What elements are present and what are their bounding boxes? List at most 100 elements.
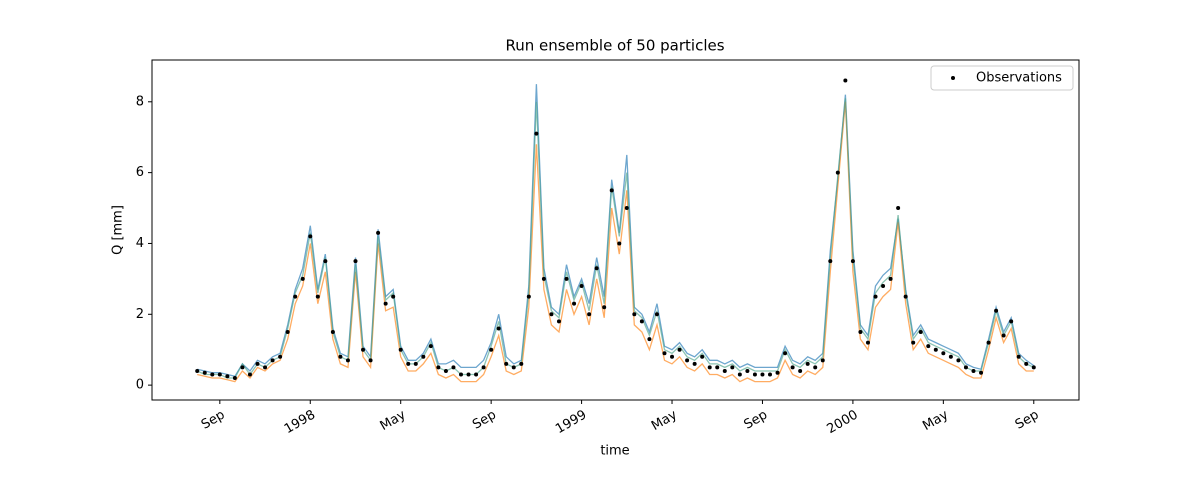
observation-dot bbox=[285, 330, 290, 334]
observation-dot bbox=[361, 347, 366, 352]
observation-dot bbox=[255, 361, 260, 366]
observation-dot bbox=[670, 354, 675, 359]
observation-dot bbox=[692, 361, 697, 366]
x-tick-label: Sep bbox=[741, 408, 770, 433]
observation-dot bbox=[662, 351, 667, 356]
x-tick-label: Sep bbox=[199, 408, 228, 433]
observation-dot bbox=[881, 283, 886, 288]
x-tick-label: 1999 bbox=[553, 408, 589, 438]
observation-dot bbox=[963, 365, 968, 370]
observation-dot bbox=[278, 354, 283, 359]
observation-dot bbox=[752, 372, 757, 377]
observation-dot bbox=[602, 305, 607, 310]
observation-dot bbox=[195, 368, 200, 373]
observation-dot bbox=[971, 368, 976, 373]
observation-dot bbox=[217, 372, 222, 377]
observation-dot bbox=[790, 365, 795, 370]
y-tick-label: 8 bbox=[136, 94, 144, 109]
x-tick-label: 1998 bbox=[282, 408, 318, 438]
observation-dot bbox=[451, 365, 456, 370]
observation-dot bbox=[489, 347, 494, 352]
observation-dot bbox=[647, 337, 652, 342]
observation-dot bbox=[240, 365, 245, 370]
observation-dot bbox=[572, 301, 577, 306]
observation-dot bbox=[835, 170, 840, 175]
observation-dot bbox=[383, 301, 388, 306]
observation-dot bbox=[745, 368, 750, 373]
legend-marker bbox=[951, 76, 955, 80]
observation-dot bbox=[225, 374, 230, 379]
observation-dot bbox=[202, 370, 207, 375]
observation-dot bbox=[232, 376, 237, 381]
observation-dot bbox=[300, 276, 305, 281]
observation-dot bbox=[481, 365, 486, 370]
observation-dot bbox=[677, 347, 682, 352]
observation-dot bbox=[443, 368, 448, 373]
observation-dot bbox=[820, 358, 825, 363]
observation-dot bbox=[549, 312, 554, 317]
observation-dot bbox=[933, 347, 938, 352]
observation-dot bbox=[579, 283, 584, 288]
x-axis-label: time bbox=[600, 444, 629, 459]
observation-dot bbox=[556, 319, 561, 324]
observation-dot bbox=[617, 241, 622, 246]
observation-dot bbox=[737, 372, 742, 377]
observation-dot bbox=[587, 312, 592, 317]
observation-dot bbox=[624, 206, 629, 211]
observation-dot bbox=[353, 259, 358, 264]
plot-frame bbox=[151, 59, 1080, 401]
observation-dot bbox=[850, 259, 855, 264]
y-tick-label: 2 bbox=[136, 307, 144, 322]
observation-dot bbox=[459, 372, 463, 377]
observation-dot bbox=[888, 276, 893, 281]
observation-dot bbox=[700, 354, 705, 359]
observation-dot bbox=[956, 358, 961, 363]
observation-dot bbox=[654, 312, 659, 317]
observation-dot bbox=[436, 365, 441, 370]
observation-dot bbox=[1009, 319, 1014, 324]
observation-dot bbox=[511, 365, 516, 370]
observation-dot bbox=[632, 312, 637, 317]
x-tick-label: May bbox=[378, 407, 409, 434]
observation-dot bbox=[685, 358, 690, 363]
observation-dot bbox=[911, 340, 916, 345]
observation-dot bbox=[783, 351, 788, 356]
observation-dot bbox=[1001, 333, 1006, 338]
observation-dot bbox=[903, 294, 908, 299]
observation-dot bbox=[421, 354, 426, 359]
observation-dot bbox=[293, 294, 298, 299]
observation-dot bbox=[768, 372, 772, 377]
ensemble-line bbox=[197, 101, 1034, 383]
observation-dot bbox=[406, 361, 411, 366]
observation-dot bbox=[918, 330, 923, 334]
observation-dot bbox=[594, 266, 599, 271]
observation-dot bbox=[368, 358, 373, 363]
x-tick-label: May bbox=[649, 407, 680, 434]
observation-dot bbox=[979, 370, 984, 375]
observation-dot bbox=[843, 78, 848, 83]
observation-dot bbox=[519, 361, 524, 366]
observation-dot bbox=[828, 259, 833, 264]
legend-box bbox=[930, 65, 1074, 91]
observation-dot bbox=[639, 319, 644, 324]
y-tick-label: 4 bbox=[136, 236, 144, 251]
observation-dot bbox=[896, 206, 901, 211]
x-tick-label: Sep bbox=[470, 408, 499, 433]
observation-dot bbox=[541, 276, 546, 281]
observation-dot bbox=[941, 351, 946, 356]
observation-dot bbox=[263, 365, 268, 370]
observation-dot bbox=[1031, 365, 1036, 370]
observation-dot bbox=[805, 361, 810, 366]
observation-dot bbox=[865, 340, 870, 345]
y-tick-label: 6 bbox=[136, 165, 144, 180]
x-tick-label: May bbox=[920, 407, 951, 434]
observation-dot bbox=[466, 372, 471, 377]
observation-dot bbox=[474, 372, 479, 377]
observation-dot bbox=[564, 276, 569, 281]
observation-dot bbox=[413, 361, 418, 366]
observation-dot bbox=[798, 368, 803, 373]
x-tick-label: 2000 bbox=[824, 408, 860, 438]
observation-dot bbox=[858, 330, 863, 334]
observation-dot bbox=[330, 330, 335, 334]
